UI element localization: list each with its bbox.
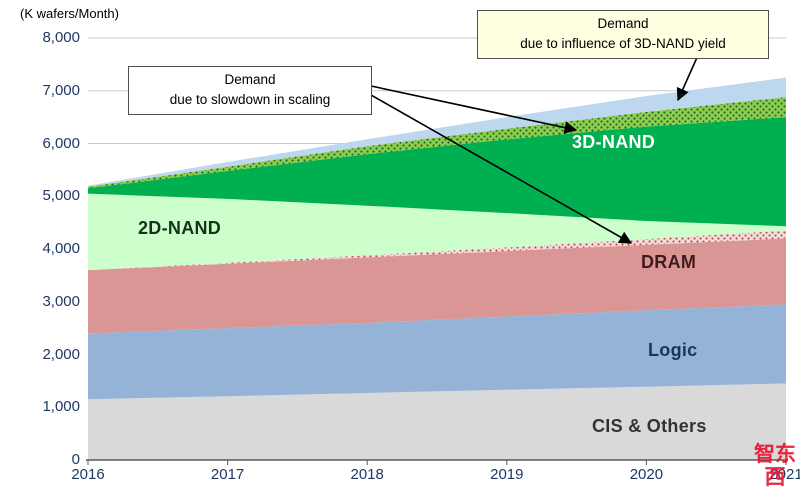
arrow-yield-to-blue-layer: [676, 52, 700, 102]
arrow-scaling-to-nand-hatch: [370, 85, 578, 134]
area-4: [88, 193, 786, 271]
area-1: [88, 304, 786, 400]
area-6: [88, 97, 786, 189]
area-series: [88, 77, 786, 460]
area-5: [88, 117, 786, 227]
arrow-scaling-to-dram-hatch: [370, 94, 633, 244]
annotation-arrows: [370, 52, 700, 244]
area-2: [88, 238, 786, 334]
x-axis: [86, 459, 788, 465]
area-0: [88, 383, 786, 460]
